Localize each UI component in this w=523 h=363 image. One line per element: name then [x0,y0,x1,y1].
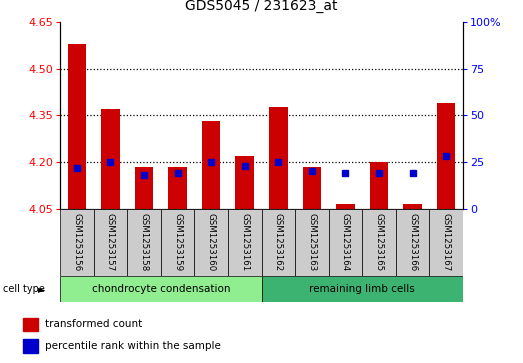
Text: GSM1253161: GSM1253161 [240,213,249,272]
Text: ►: ► [38,284,45,294]
Text: GDS5045 / 231623_at: GDS5045 / 231623_at [185,0,338,13]
Bar [262,276,463,302]
Text: GSM1253164: GSM1253164 [341,213,350,272]
Text: GSM1253157: GSM1253157 [106,213,115,272]
Bar [269,107,288,209]
Bar [370,162,388,209]
Bar [60,276,262,302]
Bar [362,209,396,276]
Bar [403,204,422,209]
Bar [328,209,362,276]
Bar [135,167,153,209]
Text: GSM1253167: GSM1253167 [441,213,451,272]
Text: GSM1253158: GSM1253158 [140,213,149,272]
Text: GSM1253162: GSM1253162 [274,213,283,272]
Bar [60,209,94,276]
Bar [161,209,195,276]
Bar [168,167,187,209]
Bar [303,167,321,209]
Text: GSM1253165: GSM1253165 [374,213,383,272]
Bar [437,103,456,209]
Bar [228,209,262,276]
Text: GSM1253156: GSM1253156 [72,213,82,272]
Bar [429,209,463,276]
Bar [195,209,228,276]
Bar [101,109,120,209]
Text: percentile rank within the sample: percentile rank within the sample [45,341,221,351]
Text: cell type: cell type [3,284,44,294]
Bar [396,209,429,276]
Bar [262,209,295,276]
Bar [202,122,220,209]
Bar [336,204,355,209]
Text: chondrocyte condensation: chondrocyte condensation [92,284,230,294]
Text: GSM1253166: GSM1253166 [408,213,417,272]
Text: GSM1253163: GSM1253163 [308,213,316,272]
Bar [23,339,38,352]
Bar [127,209,161,276]
Bar [67,44,86,209]
Text: remaining limb cells: remaining limb cells [309,284,415,294]
Text: GSM1253159: GSM1253159 [173,213,182,272]
Bar [94,209,127,276]
Bar [295,209,328,276]
Bar [23,318,38,331]
Text: transformed count: transformed count [45,319,142,329]
Text: GSM1253160: GSM1253160 [207,213,215,272]
Bar [235,156,254,209]
